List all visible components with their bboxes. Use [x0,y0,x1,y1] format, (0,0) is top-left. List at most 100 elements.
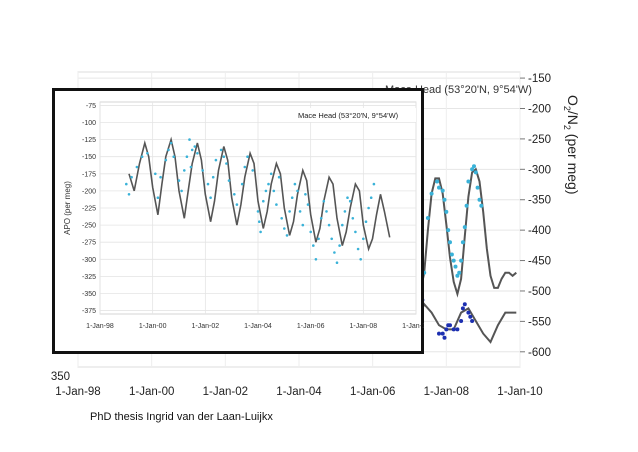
inset-data-point [256,210,260,213]
background-data-point [437,331,441,336]
inset-data-point [233,193,236,196]
background-data-point [472,164,476,169]
inset-x-tick-label: 1-Jan-98 [86,323,114,330]
background-data-point [442,197,447,202]
left-axis-tick-label: 350 [51,371,70,383]
inset-y-tick-label: -100 [82,120,96,127]
inset-data-point [269,172,273,176]
right-axis-label: O2/N2 (per meg) [562,95,581,195]
inset-data-point [140,155,144,158]
inset-x-tick-label: 1-Jan-06 [297,323,325,330]
inset-data-point [258,220,261,223]
inset-data-point [227,179,231,182]
inset-legend-box [294,108,416,122]
inset-data-point [222,155,226,158]
background-data-point [459,319,464,323]
right-axis-tick-label: -400 [528,225,551,237]
inset-y-tick-label: -225 [82,206,96,213]
inset-data-point [359,258,363,261]
right-axis-tick-label: -450 [528,256,551,268]
thesis-caption: PhD thesis Ingrid van der Laan-Luijkx [90,411,273,423]
background-data-point [440,188,445,193]
inset-data-point [146,152,149,155]
inset-title: Mace Head (53°20'N, 9°54'W) [298,111,399,120]
background-data-point [444,327,449,332]
inset-data-point [341,223,344,227]
background-data-point [457,270,462,275]
inset-data-point [188,138,191,141]
inset-data-point [369,196,373,199]
inset-data-point [277,175,281,179]
background-data-point [449,252,454,257]
inset-y-tick-label: -300 [82,257,96,264]
right-axis-tick-label: -150 [528,73,551,85]
background-data-point [435,179,440,184]
inset-y-tick-label: -325 [82,274,96,281]
inset-y-tick-label: -275 [82,240,96,247]
background-data-point [440,331,445,336]
inset-x-tick-label: 1-Jan-10 [402,323,424,330]
inset-x-tick-label: 1-Jan-02 [192,323,220,330]
inset-marks [125,136,391,264]
background-data-point [477,197,482,202]
inset-data-point [367,206,370,210]
inset-data-point [185,155,189,158]
inset-data-point [354,230,357,234]
background-data-point [464,203,469,208]
inset-y-tick-label: -375 [82,308,96,315]
inset-y-tick-label: -125 [82,137,96,144]
inset-data-point [211,175,215,179]
background-x-tick-label: 1-Jan-08 [424,386,469,398]
inset-data-point [285,234,289,237]
inset-data-point [272,189,276,193]
background-x-tick-label: 1-Jan-00 [129,386,174,398]
inset-data-point [164,158,168,162]
inset-data-point [219,148,223,152]
inset-data-point [325,210,328,213]
inset-data-point [251,169,254,172]
inset-data-point [288,210,291,213]
inset-data-point [296,189,299,193]
background-data-point [466,310,471,315]
background-data-point [462,225,467,230]
background-data-point [429,191,434,196]
background-x-tick-label: 1-Jan-10 [497,386,542,398]
inset-y-tick-label: -75 [86,103,96,110]
inset-data-point [125,182,128,186]
inset-data-point [246,155,249,158]
background-data-point [470,319,475,323]
inset-x-tick-label: 1-Jan-04 [244,323,272,330]
inset-data-point [322,199,326,203]
background-data-point [442,335,447,340]
inset-data-point [362,237,365,241]
inset-data-point [356,247,360,251]
inset-data-point [214,158,218,162]
inset-data-point [180,189,183,193]
background-data-point [437,185,441,190]
inset-y-tick-label: -200 [82,188,96,195]
inset-x-tick-label: 1-Jan-08 [350,323,378,330]
right-axis-tick-label: -600 [528,347,551,359]
inset-fit-line [128,136,391,252]
background-data-point [479,203,484,208]
inset-data-point [267,182,270,186]
inset-data-point [327,223,331,227]
inset-data-point [348,199,352,203]
background-data-point [455,327,460,332]
inset-data-point [317,237,320,241]
inset-data-point [351,217,355,220]
background-data-point [460,306,465,311]
inset-data-point [159,175,162,179]
inset-data-point [312,244,315,247]
background-data-point [475,185,480,190]
inset-data-point [304,193,307,196]
inset-data-point [225,162,228,165]
background-x-tick-label: 1-Jan-98 [55,386,100,398]
inset-data-point [201,169,204,172]
inset-data-point [235,203,239,206]
inset-data-point [206,182,210,186]
right-axis-tick-label: -500 [528,286,551,298]
inset-data-point [314,258,318,261]
inset-data-point [135,165,139,169]
inset-data-point [240,182,244,186]
